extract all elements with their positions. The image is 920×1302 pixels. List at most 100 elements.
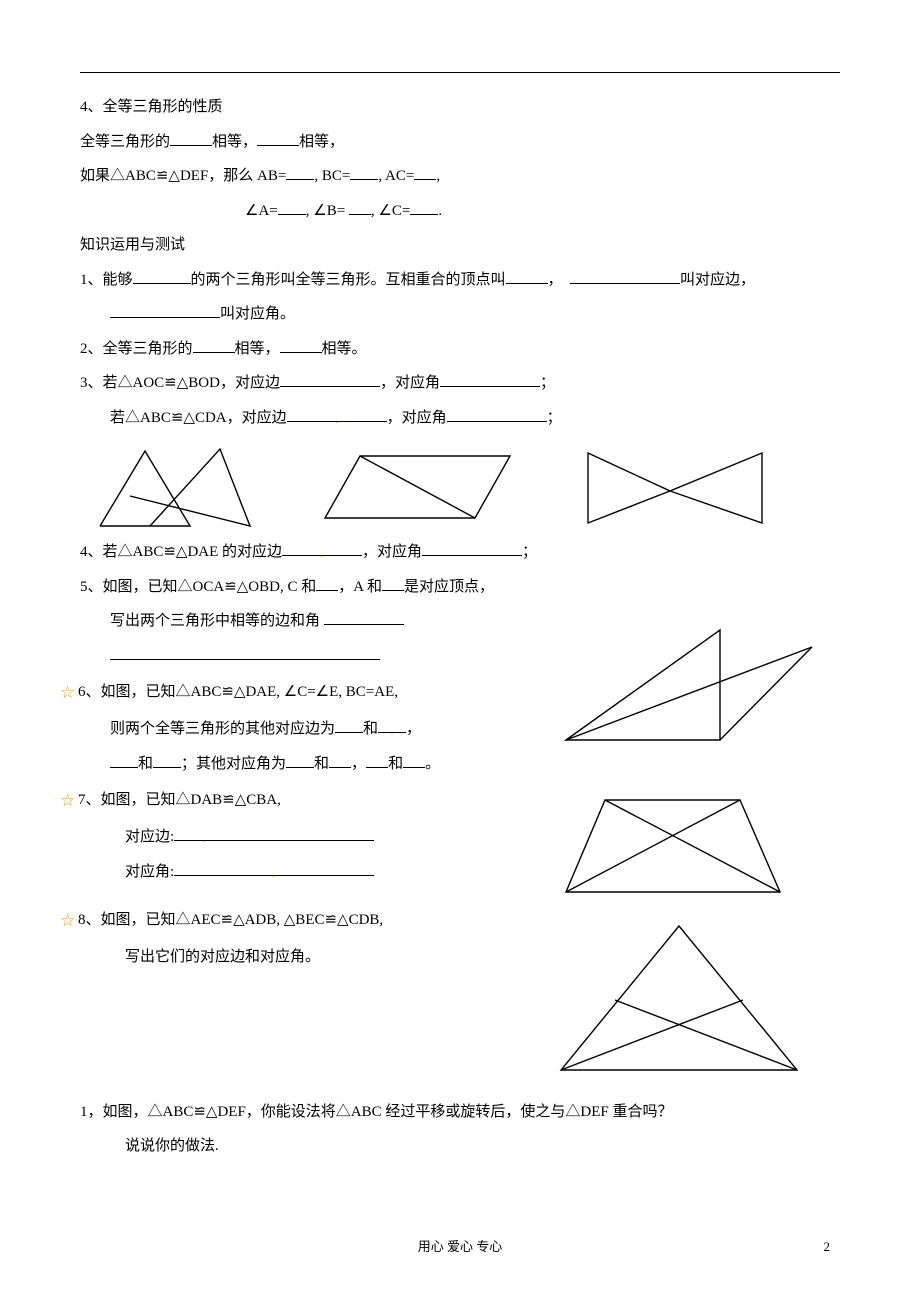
blank [280,371,380,387]
blank [110,644,380,660]
text: 4、若△ABC≌△DAE 的对应边 [80,544,282,560]
section4-prop: 全等三角形的相等，相等， [80,125,840,160]
figure-q7 [560,792,788,900]
page: 4、全等三角形的性质 全等三角形的相等，相等， 如果△ABC≌△DEF，那么 A… [0,0,920,1302]
text: 写出它们的对应边和对应角。 [125,949,320,965]
blank [170,130,212,146]
text: 相等， [212,134,257,150]
text: 叫对应角。 [220,306,295,322]
text: ， [351,756,366,772]
q4: 4、若△ABC≌△DAE 的对应边.，对应角； [80,535,840,570]
blank: . [174,860,374,876]
star-icon: ☆ [60,901,76,940]
text: 相等。 [322,341,367,357]
blank [570,268,680,284]
q3-l2: 若△ABC≌△CDA，对应边.，对应角 ； [80,401,840,436]
blank [278,199,306,215]
blank: . [287,406,387,422]
text: ； [522,544,537,560]
blank [350,164,378,180]
bottom-q2: 说说你的做法. [80,1129,840,1164]
text: . [438,203,442,219]
blank [257,130,299,146]
bottom-q1: 1，如图，△ABC≌△DEF，你能设法将△ABC 经过平移或旋转后，使之与△DE… [80,1095,840,1130]
section4-if: 如果△ABC≌△DEF，那么 AB= , BC= , AC=, [80,159,840,194]
figure-bowtie [580,441,770,533]
blank [110,302,220,318]
text: , AC= [378,168,414,184]
blank [153,752,181,768]
figure-q5 [560,622,820,754]
text: 和 [314,756,329,772]
blank [506,268,548,284]
text: 和 [363,721,378,737]
section4-title: 4、全等三角形的性质 [80,90,840,125]
text: 如果△ABC≌△DEF，那么 AB= [80,168,286,184]
text: 的两个三角形叫全等三角形。互相重合的顶点叫 [191,272,506,288]
text: ，对应角 [380,375,440,391]
text: 写出两个三角形中相等的边和角 [110,613,320,629]
text: 和 [388,756,403,772]
text: 对应角: [125,864,174,880]
text: ，对应角 [362,544,422,560]
page-number: 2 [824,1232,831,1262]
figure-row-1 [90,441,840,533]
application-title: 知识运用与测试 [80,228,840,263]
star-icon: ☆ [60,781,76,820]
header-rule [80,72,840,73]
blank [335,717,363,733]
blank [440,371,540,387]
blank [366,752,388,768]
text: 对应边: [125,829,174,845]
blank [286,164,314,180]
text: 6、如图，已知△ABC≌△DAE, ∠C=∠E, BC=AE, [78,684,398,700]
text: ，对应角 [387,410,447,426]
star-icon: ☆ [60,673,76,712]
section4-angles: ∠A= , ∠B= , ∠C=. [80,194,840,229]
text: 相等， [235,341,280,357]
blank [193,337,235,353]
text: 叫对应边， [680,272,755,288]
text: 7、如图，已知△DAB≌△CBA, [78,792,281,808]
text: 是对应顶点， [404,579,494,595]
blank: . [378,717,406,733]
q1b: 叫对应角。 [80,297,840,332]
text: 5、如图，已知△OCA≌△OBD, C 和 [80,579,316,595]
blank [447,406,547,422]
text: , ∠B= [306,203,349,219]
q2: 2、全等三角形的 相等， 相等。 [80,332,840,367]
text: 。 [425,756,440,772]
blank [410,199,438,215]
text: 2、全等三角形的 [80,341,193,357]
text: , BC= [314,168,350,184]
text: , ∠C= [371,203,410,219]
text: ， [406,721,421,737]
text: ，A 和 [338,579,382,595]
blank [280,337,322,353]
figure-q8 [555,920,803,1078]
text: ； [547,410,562,426]
blank [382,575,404,591]
text: ∠A= [245,203,278,219]
text: 1、能够 [80,272,133,288]
q3-l1: 3、若△AOC≌△BOD，对应边 ，对应角 ； [80,366,840,401]
blank [414,164,436,180]
text: , [436,168,440,184]
text: ； [540,375,555,391]
text: 3、若△AOC≌△BOD，对应边 [80,375,280,391]
text: 和 [138,756,153,772]
text: 若△ABC≌△CDA，对应边 [110,410,287,426]
figure-crossed-triangles [90,441,260,533]
blank: . [174,825,374,841]
blank [286,752,314,768]
blank [403,752,425,768]
blank [422,540,522,556]
text: 8、如图，已知△AEC≌△ADB, △BEC≌△CDB, [78,912,383,928]
blank [349,199,371,215]
text: ；其他对应角为 [181,756,286,772]
blank [110,752,138,768]
figure-parallelogram [320,446,520,528]
text: 全等三角形的 [80,134,170,150]
footer: 用心 爱心 专心 [0,1232,920,1262]
blank [316,575,338,591]
